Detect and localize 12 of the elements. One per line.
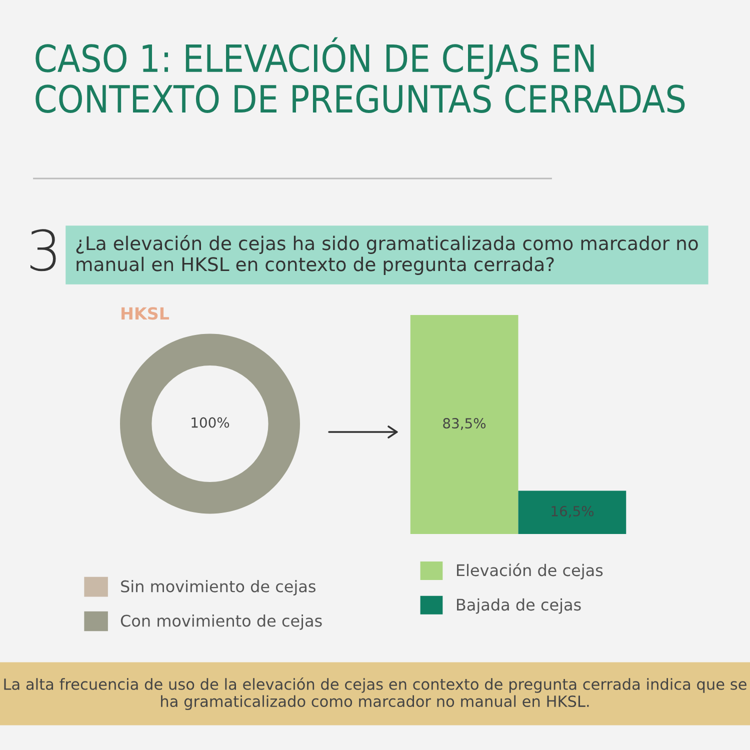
data-label: 83,5% [443,418,486,430]
text: La alta frecuencia de uso de la elevación de cejas en contexto de pregunta cerrada indica que se ha gramaticalizado como marcador no manual en HKSL. [4,678,746,710]
data-label: 100% [192,417,230,428]
text: ¿La elevación de cejas ha sido gramaticalizada como marcador no manual en HKSL en contexto de pregunta cerrada? [76,235,698,275]
legend-label: Elevación de cejas [457,563,603,580]
legend-label: Bajada de cejas [457,598,581,614]
legend-label: Sin movimiento de cejas [121,580,316,596]
data-label: 16,5% [552,506,594,518]
chart-title: CASO 1: ELEVACIÓN DE CEJAS EN CONTEXTO DE PREGUNTAS CERRADAS [36,37,685,113]
legend-label: Con movimiento de cejas [120,614,322,630]
text: HKSL [122,307,170,320]
text: 3 [30,229,56,272]
